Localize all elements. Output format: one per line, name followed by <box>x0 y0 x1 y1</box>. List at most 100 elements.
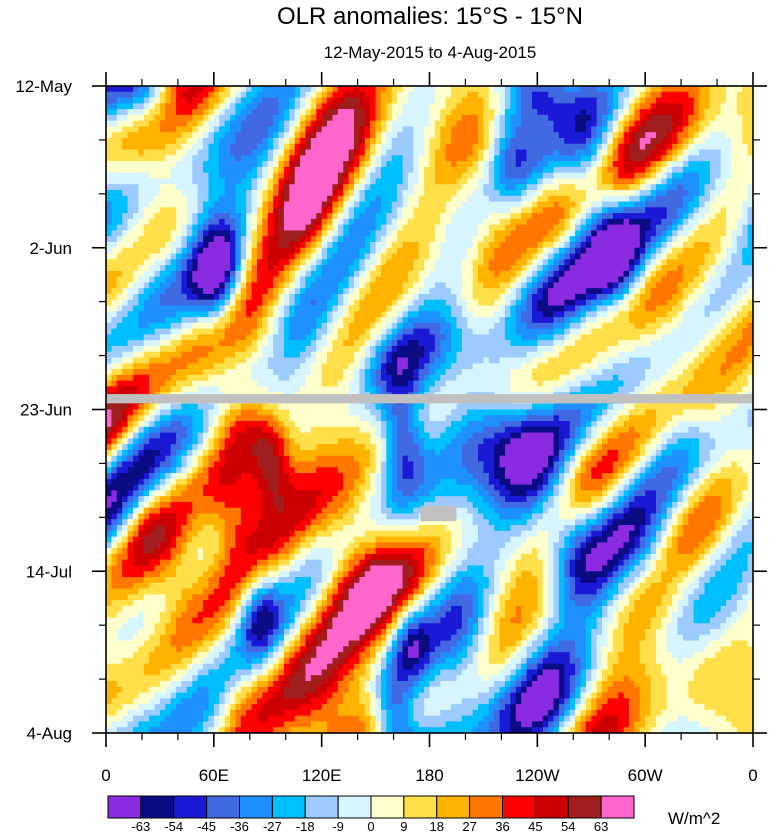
heatmap-cell <box>494 172 501 180</box>
heatmap-cell <box>192 259 199 266</box>
heatmap-cell <box>267 149 274 156</box>
heatmap-cell <box>682 282 689 289</box>
heatmap-cell <box>623 166 630 174</box>
heatmap-cell <box>246 299 253 307</box>
heatmap-cell <box>504 114 511 122</box>
heatmap-cell <box>224 305 231 312</box>
heatmap-cell <box>688 305 695 312</box>
heatmap-cell <box>704 161 711 168</box>
heatmap-cell <box>391 161 398 168</box>
heatmap-cell <box>434 293 441 301</box>
heatmap-cell <box>682 213 689 220</box>
heatmap-cell <box>321 103 328 110</box>
heatmap-cell <box>154 120 161 128</box>
heatmap-cell <box>704 201 711 208</box>
heatmap-cell <box>337 293 344 301</box>
heatmap-cell <box>386 276 393 284</box>
heatmap-cell <box>402 109 409 116</box>
heatmap-cell <box>634 91 641 99</box>
heatmap-cell <box>445 91 452 99</box>
heatmap-cell <box>321 166 328 174</box>
heatmap-cell <box>407 114 414 122</box>
heatmap-cell <box>256 213 263 220</box>
heatmap-cell <box>316 265 323 272</box>
heatmap-cell <box>504 195 511 203</box>
heatmap-cell <box>316 299 323 307</box>
heatmap-cell <box>246 178 253 185</box>
heatmap-cell <box>348 120 355 128</box>
heatmap-cell <box>596 149 603 156</box>
heatmap-cell <box>354 305 361 312</box>
heatmap-cell <box>612 172 619 180</box>
heatmap-cell <box>289 259 296 266</box>
heatmap-cell <box>278 178 285 185</box>
heatmap-cell <box>256 305 263 312</box>
heatmap-cell <box>661 189 668 197</box>
heatmap-cell <box>424 143 431 151</box>
heatmap-cell <box>461 114 468 122</box>
heatmap-cell <box>246 253 253 260</box>
heatmap-cell <box>526 288 533 295</box>
heatmap-cell <box>585 189 592 197</box>
heatmap-cell <box>515 178 522 185</box>
heatmap-cell <box>267 317 274 324</box>
heatmap-cell <box>375 299 382 307</box>
heatmap-cell <box>208 143 215 151</box>
heatmap-cell <box>111 201 118 208</box>
heatmap-cell <box>607 201 614 208</box>
heatmap-cell <box>256 247 263 255</box>
heatmap-cell <box>224 270 231 278</box>
heatmap-cell <box>256 293 263 301</box>
heatmap-cell <box>235 120 242 128</box>
heatmap-cell <box>456 166 463 174</box>
heatmap-cell <box>219 247 226 255</box>
heatmap-cell <box>310 126 317 133</box>
heatmap-cell <box>305 143 312 151</box>
heatmap-cell <box>310 161 317 168</box>
heatmap-cell <box>548 247 555 255</box>
heatmap-cell <box>375 218 382 226</box>
heatmap-cell <box>639 149 646 156</box>
heatmap-cell <box>488 103 495 110</box>
heatmap-cell <box>521 132 528 139</box>
heatmap-cell <box>521 253 528 260</box>
heatmap-cell <box>359 218 366 226</box>
heatmap-cell <box>332 218 339 226</box>
heatmap-cell <box>429 109 436 116</box>
heatmap-cell <box>526 155 533 162</box>
heatmap-cell <box>699 126 706 133</box>
heatmap-cell <box>122 224 129 232</box>
heatmap-cell <box>445 270 452 278</box>
heatmap-cell <box>418 305 425 312</box>
heatmap-cell <box>321 322 328 330</box>
heatmap-cell <box>230 305 236 312</box>
heatmap-cell <box>699 207 706 214</box>
heatmap-cell <box>273 91 280 99</box>
heatmap-cell <box>289 189 296 197</box>
heatmap-cell <box>736 305 743 312</box>
heatmap-cell <box>294 86 301 93</box>
heatmap-cell <box>240 236 247 243</box>
heatmap-cell <box>354 276 361 284</box>
heatmap-cell <box>650 224 657 232</box>
heatmap-cell <box>273 322 280 330</box>
heatmap-cell <box>154 207 161 214</box>
heatmap-cell <box>650 161 657 168</box>
heatmap-cell <box>618 155 625 162</box>
heatmap-cell <box>548 317 555 324</box>
heatmap-cell <box>348 253 355 260</box>
heatmap-cell <box>273 132 280 139</box>
heatmap-cell <box>159 103 166 110</box>
heatmap-cell <box>300 207 307 214</box>
heatmap-cell <box>262 126 269 133</box>
heatmap-cell <box>510 97 517 104</box>
heatmap-cell <box>327 137 334 145</box>
heatmap-cell <box>504 132 511 139</box>
heatmap-cell <box>451 293 458 301</box>
heatmap-cell <box>235 293 242 301</box>
heatmap-cell <box>380 178 387 185</box>
heatmap-cell <box>273 241 280 249</box>
heatmap-cell <box>704 218 711 226</box>
heatmap-cell <box>548 184 555 191</box>
heatmap-cell <box>300 253 307 260</box>
